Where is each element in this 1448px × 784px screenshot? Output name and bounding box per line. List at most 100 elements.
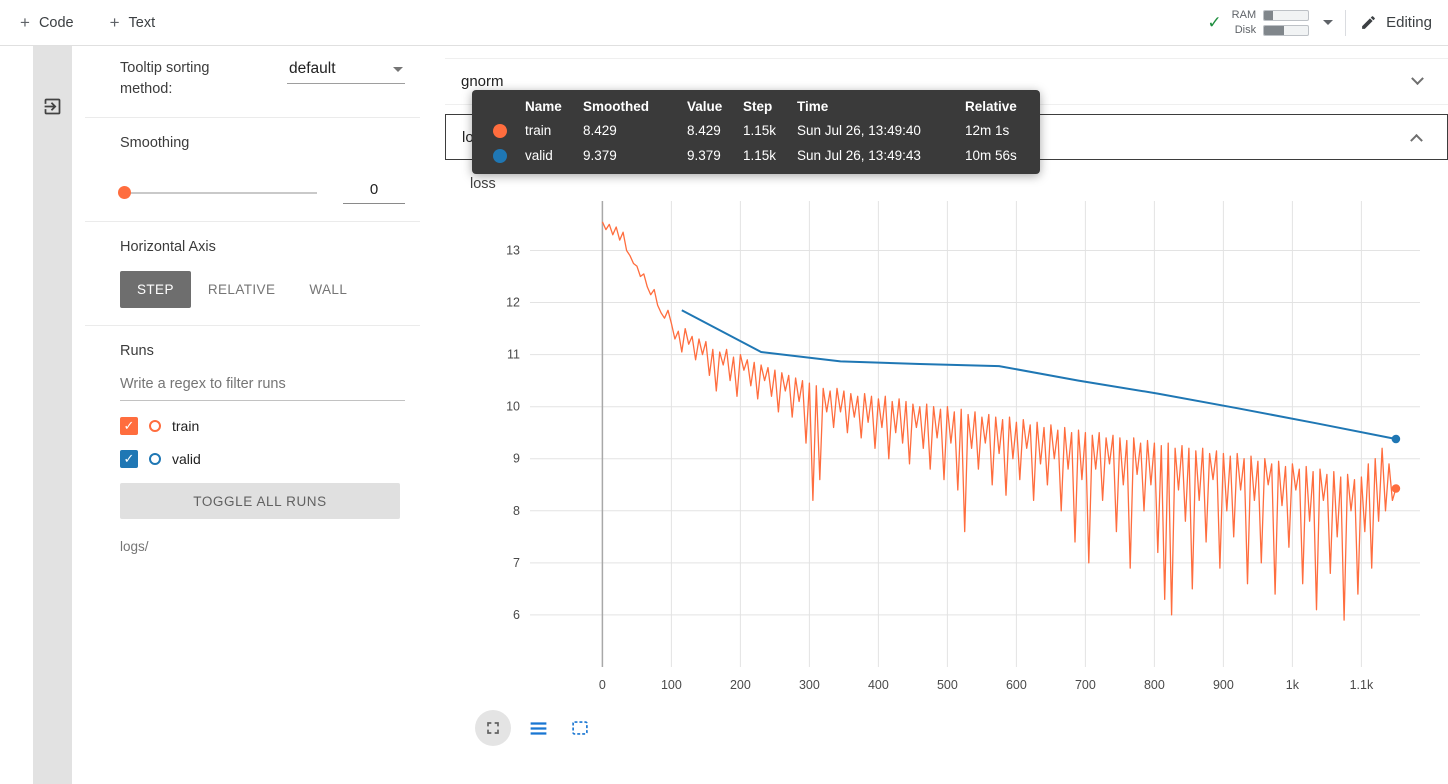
tooltip-header-time: Time: [797, 99, 829, 114]
svg-text:12: 12: [506, 296, 520, 310]
runs-filter-input[interactable]: [120, 369, 405, 402]
svg-text:1k: 1k: [1286, 678, 1300, 692]
tooltip-train-smoothed: 8.429: [583, 123, 617, 139]
smoothing-label: Smoothing: [120, 135, 190, 152]
ram-label: RAM: [1231, 9, 1257, 21]
horizontal-axis-buttons: STEP RELATIVE WALL: [120, 271, 405, 309]
resource-gauges[interactable]: RAM Disk: [1231, 9, 1310, 36]
tooltip-train-value: 8.429: [687, 123, 721, 139]
loss-chart[interactable]: 6 7 8 9 10 11 12 13 0 100 200 300 400 500 600 700 800 900…: [470, 196, 1430, 708]
add-code-button[interactable]: + Code: [20, 14, 74, 31]
chart-toolbar: [475, 710, 1448, 746]
tooltip-table: Name Smoothed Value Step Time Relative train 8.…: [472, 99, 1040, 163]
toggle-all-runs-button[interactable]: TOGGLE ALL RUNS: [120, 483, 400, 520]
run-row-valid: ✓ valid: [120, 450, 405, 469]
svg-text:700: 700: [1075, 678, 1096, 692]
tooltip-valid-smoothed: 9.379: [583, 147, 617, 163]
connected-check-icon: ✓: [1207, 12, 1222, 32]
svg-text:10: 10: [506, 400, 520, 414]
toggle-y-axis-button[interactable]: [523, 713, 553, 743]
horizontal-axis-label: Horizontal Axis: [120, 239, 216, 256]
collapse-sidebar-icon[interactable]: [42, 96, 63, 122]
runs-list: ✓ train ✓ valid: [120, 417, 405, 469]
run-checkbox-train[interactable]: ✓: [120, 417, 138, 436]
tooltip-train-time: Sun Jul 26, 13:49:40: [797, 123, 921, 139]
fullscreen-icon: [487, 722, 499, 734]
disk-gauge-row: Disk: [1232, 24, 1310, 36]
disk-bar-fill: [1264, 25, 1284, 35]
disk-gauge: [1263, 24, 1310, 36]
add-text-button[interactable]: + Text: [110, 14, 156, 31]
valid-line: [681, 309, 1397, 440]
svg-text:500: 500: [937, 678, 958, 692]
tooltip-run-dot-valid: [493, 148, 507, 163]
smoothing-slider-thumb[interactable]: [118, 186, 131, 200]
pencil-icon: [1362, 16, 1376, 29]
svg-text:0: 0: [599, 678, 606, 692]
run-checkbox-valid[interactable]: ✓: [120, 450, 138, 469]
main-content: gnorm loss loss 678910111213010020030040…: [445, 46, 1448, 784]
train-end-dot: [1391, 484, 1401, 493]
tooltip-header-smoothed: Smoothed: [583, 99, 649, 114]
svg-text:400: 400: [868, 678, 889, 692]
run-row-train: ✓ train: [120, 417, 405, 436]
axis-mode-wall[interactable]: WALL: [292, 271, 364, 308]
chevron-down-icon[interactable]: [1411, 72, 1424, 86]
tooltip-run-dot-cell: [472, 123, 525, 139]
chevron-up-icon[interactable]: [1410, 133, 1423, 147]
tensorboard-settings-sidebar: Tooltip sorting method: default Smoothin…: [72, 46, 445, 784]
ram-gauge-row: RAM: [1231, 9, 1310, 21]
svg-text:300: 300: [799, 678, 820, 692]
svg-text:11: 11: [507, 348, 520, 362]
colab-topbar: + Code + Text ✓ RAM Disk: [0, 0, 1448, 46]
plus-icon: +: [109, 13, 120, 32]
svg-text:600: 600: [1006, 678, 1027, 692]
tooltip-sorting-value: default: [289, 60, 336, 77]
tooltip-header-name: Name: [525, 99, 562, 114]
axis-mode-relative[interactable]: RELATIVE: [191, 271, 292, 308]
svg-text:1.1k: 1.1k: [1350, 678, 1374, 692]
chart-hover-tooltip: Name Smoothed Value Step Time Relative train 8.…: [472, 90, 1040, 174]
tooltip-valid-relative: 10m 56s: [965, 147, 1017, 163]
tooltip-train-name: train: [525, 123, 552, 139]
smoothing-value[interactable]: 0: [343, 181, 405, 205]
ram-gauge: [1263, 9, 1310, 21]
resources-dropdown-caret[interactable]: [1323, 20, 1334, 25]
topbar-right: ✓ RAM Disk Editing: [1207, 9, 1448, 36]
run-label-valid: valid: [172, 451, 201, 468]
editing-label: Editing: [1386, 14, 1432, 31]
fit-domain-button[interactable]: [565, 713, 595, 743]
svg-text:800: 800: [1144, 678, 1165, 692]
train-line: [601, 221, 1397, 621]
run-color-swatch-valid: [149, 453, 161, 466]
tooltip-header-value: Value: [687, 99, 723, 114]
add-code-label: Code: [38, 14, 74, 31]
tooltip-run-dot-cell: [472, 147, 525, 163]
chevron-down-icon: [393, 66, 403, 72]
topbar-left: + Code + Text: [0, 14, 155, 31]
editing-mode-button[interactable]: Editing: [1360, 14, 1432, 31]
tooltip-valid-step: 1.15k: [743, 147, 777, 163]
disk-label: Disk: [1234, 24, 1257, 36]
smoothing-slider[interactable]: [118, 186, 317, 200]
add-text-label: Text: [128, 14, 156, 31]
lines-icon: [530, 721, 546, 735]
gnorm-section-title: gnorm: [461, 73, 504, 90]
topbar-divider: [1345, 9, 1347, 36]
run-color-swatch-train: [149, 420, 161, 433]
plus-icon: +: [20, 13, 30, 32]
axis-mode-step[interactable]: STEP: [120, 271, 191, 309]
divider: [85, 221, 420, 223]
expand-chart-button[interactable]: [475, 710, 511, 746]
svg-text:9: 9: [513, 452, 520, 466]
tooltip-sorting-select[interactable]: default: [287, 56, 405, 84]
tooltip-run-dot-train: [493, 124, 507, 139]
tooltip-train-step: 1.15k: [743, 123, 777, 139]
runs-label: Runs: [120, 343, 154, 360]
tooltip-train-relative: 12m 1s: [965, 123, 1010, 139]
sidebar-rail: [33, 46, 72, 784]
svg-text:100: 100: [661, 678, 682, 692]
tooltip-valid-value: 9.379: [687, 147, 721, 163]
svg-text:8: 8: [513, 504, 520, 518]
